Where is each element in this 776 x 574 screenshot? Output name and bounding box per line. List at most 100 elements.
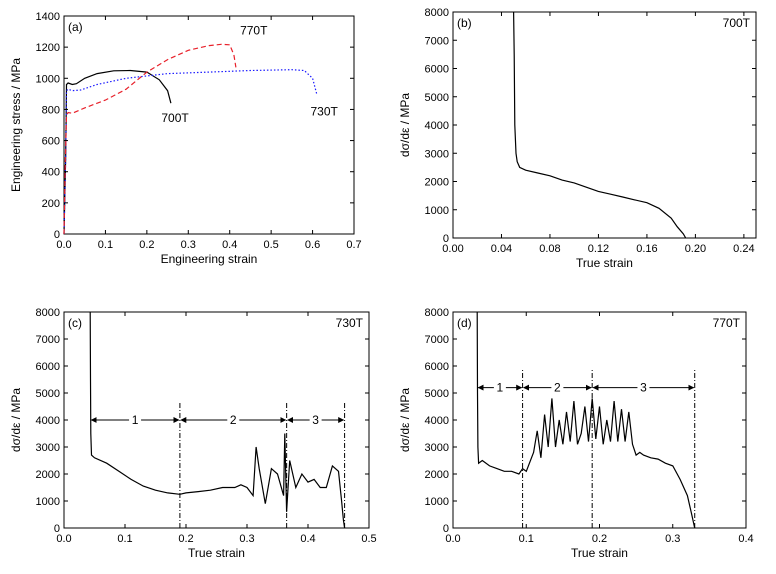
stage-label-bg bbox=[551, 379, 564, 394]
stage-label-bg bbox=[129, 412, 142, 426]
y-tick-label: 2000 bbox=[425, 469, 449, 481]
y-tick-label: 5000 bbox=[36, 388, 60, 400]
x-tick-label: 0.16 bbox=[636, 243, 657, 255]
x-axis-label: True strain bbox=[571, 546, 628, 560]
x-tick-label: 0.7 bbox=[346, 239, 361, 251]
series-annotation: 730T bbox=[336, 316, 364, 330]
x-tick-label: 0.4 bbox=[738, 533, 753, 545]
x-tick-label: 0.2 bbox=[178, 533, 193, 545]
x-tick-label: 0.3 bbox=[181, 239, 196, 251]
y-tick-label: 0 bbox=[443, 523, 449, 535]
x-tick-label: 0.2 bbox=[139, 239, 154, 251]
x-tick-label: 0.4 bbox=[222, 239, 237, 251]
panel-a: 0.0 0.1 0.2 0.3 0.4 0.5 0.6 0.7 0 200 400 600 800 100… bbox=[9, 11, 362, 266]
y-axis-label: dσ/dε / MPa bbox=[398, 388, 412, 452]
x-tick-label: 0.5 bbox=[263, 239, 278, 251]
x-tick-label: 0.3 bbox=[665, 533, 680, 545]
plot-frame bbox=[452, 311, 747, 529]
x-axis-label: True strain bbox=[576, 256, 633, 270]
x-tick-label: 0.1 bbox=[117, 533, 132, 545]
y-tick-label: 1000 bbox=[425, 496, 449, 508]
y-tick-label: 2000 bbox=[425, 177, 449, 189]
y-tick-label: 4000 bbox=[425, 415, 449, 427]
x-tick-label: 0.3 bbox=[239, 533, 254, 545]
x-tick-label: 0.6 bbox=[305, 239, 320, 251]
y-axis-label: Engineering stress / MPa bbox=[9, 58, 23, 192]
y-tick-label: 8000 bbox=[36, 307, 60, 319]
y-tick-label: 6000 bbox=[425, 64, 449, 76]
y-tick-label: 3000 bbox=[425, 148, 449, 160]
panel-d: 0.0 0.1 0.2 0.3 0.4 0 1000 2000 3000 4000 5000 6000… bbox=[398, 307, 754, 560]
x-tick-label: 0.08 bbox=[539, 243, 560, 255]
stage-label-bg bbox=[309, 412, 322, 426]
x-axis-label: Engineering strain bbox=[161, 252, 258, 266]
y-tick-label: 7000 bbox=[425, 35, 449, 47]
series-line-700T bbox=[513, 11, 687, 239]
series-line-730T bbox=[63, 69, 318, 235]
y-tick-label: 4000 bbox=[425, 120, 449, 132]
x-tick-label: 0.0 bbox=[56, 533, 71, 545]
panel-label: (d) bbox=[457, 316, 472, 330]
y-tick-label: 1000 bbox=[36, 73, 60, 85]
stage-label: 2 bbox=[554, 381, 561, 395]
series-line-700T bbox=[63, 69, 172, 235]
y-tick-label: 5000 bbox=[425, 92, 449, 104]
y-tick-label: 1000 bbox=[425, 205, 449, 217]
plot-frame bbox=[63, 15, 355, 235]
y-tick-label: 7000 bbox=[36, 334, 60, 346]
y-tick-label: 5000 bbox=[425, 388, 449, 400]
panel-label: (a) bbox=[68, 20, 83, 34]
y-tick-label: 8000 bbox=[425, 7, 449, 19]
stage-label: 3 bbox=[640, 381, 647, 395]
series-annotation: 730T bbox=[311, 105, 339, 119]
x-tick-label: 0.00 bbox=[442, 243, 463, 255]
plot-frame bbox=[452, 11, 757, 239]
series-annotation: 700T bbox=[161, 111, 189, 125]
stage-label: 1 bbox=[132, 413, 139, 427]
x-tick-label: 0.5 bbox=[361, 533, 376, 545]
x-tick-label: 0.0 bbox=[445, 533, 460, 545]
panel-label: (c) bbox=[68, 316, 82, 330]
series-line-730T bbox=[89, 311, 346, 529]
y-tick-label: 0 bbox=[54, 229, 60, 241]
x-tick-label: 0.20 bbox=[685, 243, 706, 255]
y-tick-label: 7000 bbox=[425, 334, 449, 346]
stage-label-bg bbox=[227, 412, 240, 426]
x-tick-label: 0.1 bbox=[519, 533, 534, 545]
stage-label-bg bbox=[637, 379, 650, 394]
y-tick-label: 4000 bbox=[36, 415, 60, 427]
series-annotation: 770T bbox=[713, 316, 741, 330]
y-tick-label: 3000 bbox=[425, 442, 449, 454]
y-tick-label: 1200 bbox=[36, 42, 60, 54]
series-line-770T bbox=[476, 311, 696, 529]
y-tick-label: 1000 bbox=[36, 496, 60, 508]
y-tick-label: 3000 bbox=[36, 442, 60, 454]
y-tick-label: 400 bbox=[42, 167, 60, 179]
stage-label: 3 bbox=[312, 413, 319, 427]
y-tick-label: 0 bbox=[443, 233, 449, 245]
panel-c: 0.0 0.1 0.2 0.3 0.4 0.5 0 1000 2000 3000 4000 5000 6… bbox=[9, 307, 377, 560]
x-tick-label: 0.0 bbox=[56, 239, 71, 251]
y-tick-label: 6000 bbox=[36, 361, 60, 373]
x-tick-label: 0.04 bbox=[491, 243, 512, 255]
stage-label: 2 bbox=[230, 413, 237, 427]
y-tick-label: 200 bbox=[42, 198, 60, 210]
stage-label-bg bbox=[493, 379, 506, 394]
y-tick-label: 6000 bbox=[425, 361, 449, 373]
series-annotation: 770T bbox=[240, 24, 268, 38]
x-tick-label: 0.12 bbox=[588, 243, 609, 255]
y-tick-label: 2000 bbox=[36, 469, 60, 481]
stage-label: 1 bbox=[497, 381, 504, 395]
y-tick-label: 600 bbox=[42, 136, 60, 148]
x-axis-label: True strain bbox=[188, 546, 245, 560]
x-tick-label: 0.2 bbox=[592, 533, 607, 545]
series-line-770T bbox=[63, 43, 237, 235]
y-tick-label: 8000 bbox=[425, 307, 449, 319]
x-tick-label: 0.4 bbox=[300, 533, 315, 545]
x-tick-label: 0.1 bbox=[98, 239, 113, 251]
y-axis-label: dσ/dε / MPa bbox=[398, 93, 412, 157]
series-annotation: 700T bbox=[723, 16, 751, 30]
panel-label: (b) bbox=[457, 16, 472, 30]
y-tick-label: 0 bbox=[54, 523, 60, 535]
